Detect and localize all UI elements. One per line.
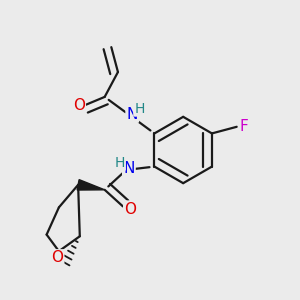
Text: O: O [51,250,63,265]
Text: H: H [114,156,125,170]
Polygon shape [77,180,105,190]
Text: N: N [127,107,138,122]
Text: H: H [134,101,145,116]
Text: O: O [124,202,136,217]
Text: F: F [239,119,248,134]
Text: N: N [123,161,135,176]
Text: O: O [73,98,85,113]
